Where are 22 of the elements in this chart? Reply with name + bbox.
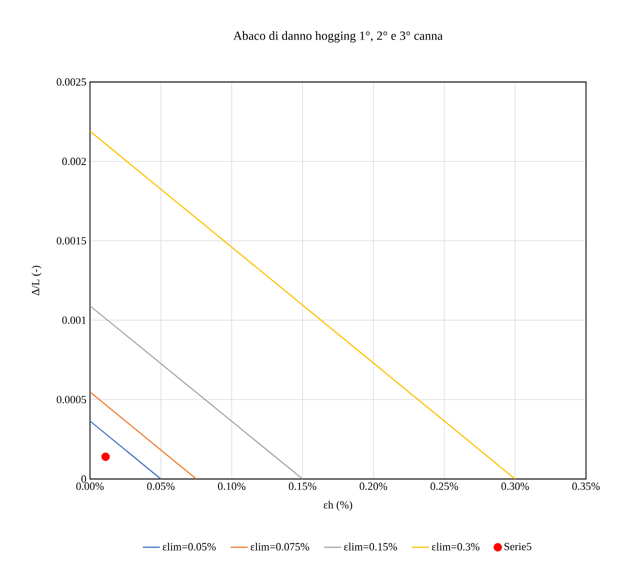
legend-label: εlim=0.075% <box>250 542 310 550</box>
x-tick-label: 0.20% <box>360 482 388 490</box>
y-tick-label: 0.002 <box>62 158 86 166</box>
x-tick-label: 0.15% <box>288 482 316 490</box>
legend-label: εlim=0.05% <box>162 542 216 550</box>
y-tick-label: 0 <box>81 475 86 483</box>
x-tick-label: 0.25% <box>430 482 458 490</box>
legend-label: εlim=0.15% <box>344 542 398 550</box>
legend-label: Serie5 <box>504 542 532 550</box>
y-tick-label: 0.0025 <box>56 78 86 86</box>
x-tick-label: 0.10% <box>218 482 246 490</box>
x-axis-title: εh (%) <box>324 500 352 511</box>
y-tick-label: 0.0005 <box>56 396 86 404</box>
x-tick-label: 0.35% <box>572 482 600 490</box>
legend-label: εlim=0.3% <box>432 542 480 550</box>
y-tick-label: 0.001 <box>62 316 86 324</box>
x-tick-label: 0.05% <box>147 482 175 490</box>
x-tick-label: 0.00% <box>76 482 104 490</box>
y-axis-title: Δ/L (-) <box>32 266 42 296</box>
chart-title: Abaco di danno hogging 1°, 2° e 3° canna <box>233 31 443 42</box>
y-tick-label: 0.0015 <box>56 237 86 245</box>
x-tick-label: 0.30% <box>501 482 529 490</box>
